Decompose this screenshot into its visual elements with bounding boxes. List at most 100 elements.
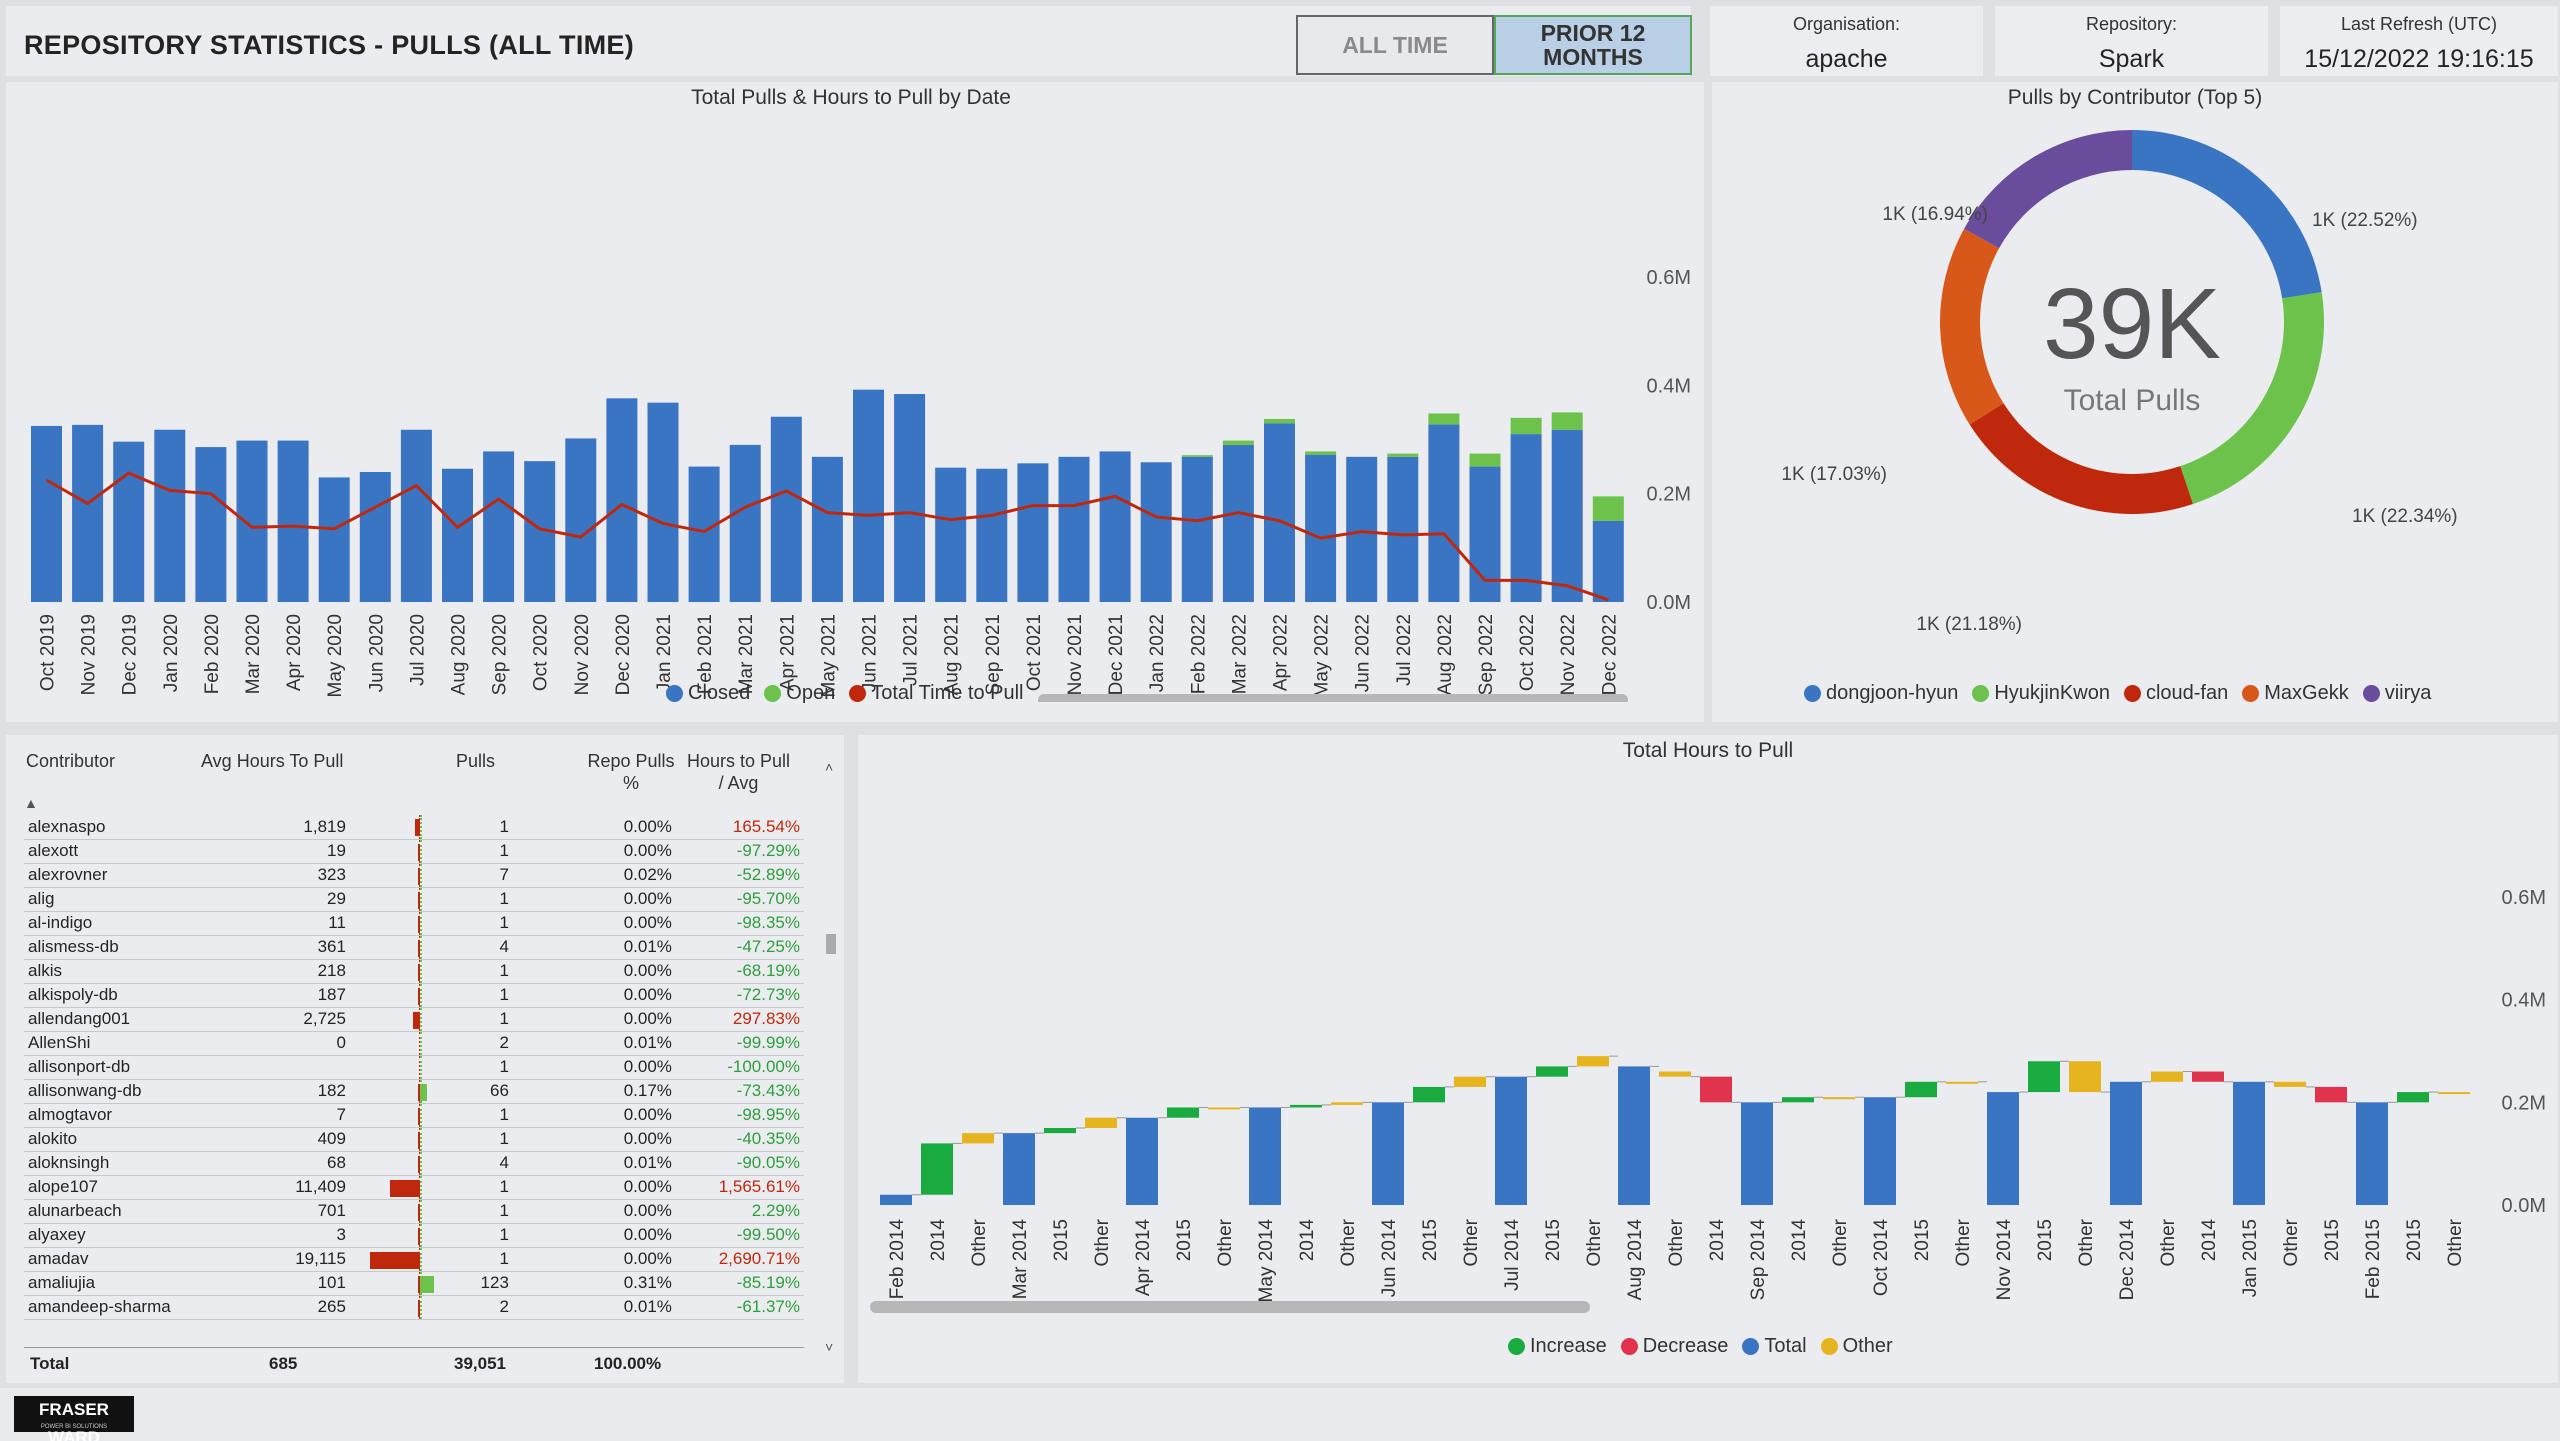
cell-vs-avg: -73.43% bbox=[675, 1079, 804, 1104]
table-row[interactable]: alexrovner 323 7 0.02% -52.89% bbox=[24, 863, 804, 888]
cell-avg-bar bbox=[349, 1151, 421, 1176]
table-row[interactable]: alunarbeach 701 1 0.00% 2.29% bbox=[24, 1199, 804, 1224]
table-row[interactable]: aloknsingh 68 4 0.01% -90.05% bbox=[24, 1151, 804, 1176]
horizontal-scrollbar bbox=[1038, 694, 1628, 702]
cell-pulls-bar bbox=[419, 1031, 455, 1056]
cell-avg-bar bbox=[349, 863, 421, 888]
closed-bar bbox=[647, 402, 679, 602]
col-contributor[interactable]: Contributor bbox=[26, 751, 116, 771]
legend-decrease[interactable]: Decrease bbox=[1620, 1335, 1729, 1358]
cell-avg-bar bbox=[349, 1199, 421, 1224]
table-row[interactable]: alexott 19 1 0.00% -97.29% bbox=[24, 839, 804, 864]
legend-time[interactable]: Total Time to Pull bbox=[849, 682, 1024, 705]
table-row[interactable]: alig 29 1 0.00% -95.70% bbox=[24, 887, 804, 912]
cell-avg-value: 19,115 bbox=[295, 1249, 346, 1268]
cell-repo-pct: 0.31% bbox=[512, 1271, 676, 1296]
legend-cloud-fan[interactable]: cloud-fan bbox=[2123, 682, 2228, 705]
x-tick-label: Mar 2021 bbox=[736, 614, 757, 694]
table-row[interactable]: amandeep-sharma 265 2 0.01% -61.37% bbox=[24, 1295, 804, 1320]
table-row[interactable]: al-indigo 11 1 0.00% -98.35% bbox=[24, 911, 804, 936]
cell-vs-avg: -99.50% bbox=[675, 1223, 804, 1248]
table-row[interactable]: alyaxey 3 1 0.00% -99.50% bbox=[24, 1223, 804, 1248]
legend-total[interactable]: Total bbox=[1742, 1335, 1807, 1358]
waterfall-bar bbox=[1987, 1092, 2019, 1205]
cell-repo-pct: 0.00% bbox=[512, 839, 676, 864]
cell-vs-avg: 1,565.61% bbox=[675, 1175, 804, 1200]
y-tick-label: 0.0M bbox=[2502, 1195, 2546, 1217]
x-tick-label: Dec 2021 bbox=[1106, 614, 1127, 695]
waterfall-bar bbox=[2110, 1081, 2142, 1205]
cell-avg-value: 323 bbox=[317, 865, 346, 884]
open-bar bbox=[1181, 455, 1213, 457]
table-row[interactable]: alope107 11,409 1 0.00% 1,565.61% bbox=[24, 1175, 804, 1200]
table-row[interactable]: alokito 409 1 0.00% -40.35% bbox=[24, 1127, 804, 1152]
closed-bar bbox=[976, 468, 1008, 602]
cell-avg-bar bbox=[349, 1247, 421, 1272]
table-row[interactable]: alkis 218 1 0.00% -68.19% bbox=[24, 959, 804, 984]
cell-avg-bar bbox=[349, 1175, 421, 1200]
scroll-down-icon[interactable]: ˅ bbox=[825, 1339, 834, 1355]
table-row[interactable]: allendang001 2,725 1 0.00% 297.83% bbox=[24, 1007, 804, 1032]
table-row[interactable]: alismess-db 361 4 0.01% -47.25% bbox=[24, 935, 804, 960]
table-row[interactable]: allisonport-db 1 0.00% -100.00% bbox=[24, 1055, 804, 1080]
refresh-label: Last Refresh (UTC) bbox=[2340, 14, 2498, 34]
cell-repo-pct: 0.01% bbox=[512, 1151, 676, 1176]
x-tick-label: 2015 bbox=[2404, 1219, 2425, 1261]
legend-hyukjinkwon[interactable]: HyukjinKwon bbox=[1972, 682, 2110, 705]
table-row[interactable]: alkispoly-db 187 1 0.00% -72.73% bbox=[24, 983, 804, 1008]
cell-vs-avg: -61.37% bbox=[675, 1295, 804, 1320]
cell-contributor: alexnaspo bbox=[24, 815, 222, 840]
waterfall-bar bbox=[1823, 1097, 1855, 1100]
table-row[interactable]: alexnaspo 1,819 1 0.00% 165.54% bbox=[24, 815, 804, 840]
x-tick-label: Nov 2019 bbox=[79, 614, 100, 695]
cell-pulls-bar bbox=[419, 1199, 455, 1224]
table-row[interactable]: amadav 19,115 1 0.00% 2,690.71% bbox=[24, 1247, 804, 1272]
x-tick-label: Oct 2022 bbox=[1517, 614, 1538, 691]
table-row[interactable]: almogtavor 7 1 0.00% -98.95% bbox=[24, 1103, 804, 1128]
scroll-up-icon[interactable]: ˄ bbox=[825, 759, 834, 775]
contributor-donut-panel: Pulls by Contributor (Top 5) 39K Total P… bbox=[1712, 82, 2558, 722]
legend-closed[interactable]: Closed bbox=[666, 682, 750, 705]
legend-other[interactable]: Other bbox=[1820, 1335, 1893, 1358]
decrease-dot-icon bbox=[1620, 1338, 1638, 1355]
cell-avg: 19 bbox=[221, 839, 350, 864]
cell-vs-avg: -100.00% bbox=[675, 1055, 804, 1080]
cell-avg-value: 1,819 bbox=[303, 816, 346, 836]
table-row[interactable]: amaliujia 101 123 0.31% -85.19% bbox=[24, 1271, 804, 1296]
waterfall-bar bbox=[2438, 1092, 2470, 1095]
cell-avg: 323 bbox=[221, 863, 350, 888]
donut-slice bbox=[2180, 292, 2324, 505]
cell-pulls-bar bbox=[419, 815, 455, 840]
open-bar bbox=[1469, 453, 1501, 467]
cell-avg-value: 101 bbox=[317, 1273, 346, 1292]
footer-bar bbox=[0, 1388, 2560, 1441]
table-row[interactable]: AllenShi 0 2 0.01% -99.99% bbox=[24, 1031, 804, 1056]
waterfall-legend: Increase Decrease Total Other bbox=[1508, 1335, 1893, 1358]
col-avg-hours[interactable]: Avg Hours To Pull bbox=[201, 751, 344, 771]
x-tick-label: May 2022 bbox=[1312, 614, 1333, 697]
cell-pulls-bar bbox=[419, 1127, 455, 1152]
x-tick-label: Jun 2014 bbox=[1379, 1219, 1400, 1298]
table-scrollbar[interactable]: ˄ ˅ bbox=[824, 759, 838, 1355]
legend-open[interactable]: Open bbox=[764, 682, 835, 705]
cell-repo-pct: 0.00% bbox=[512, 959, 676, 984]
col-repo-pct[interactable]: Repo Pulls % bbox=[587, 751, 675, 793]
legend-dongjoon-hyun[interactable]: dongjoon-hyun bbox=[1804, 682, 1958, 705]
legend-viirya[interactable]: viirya bbox=[2362, 682, 2431, 705]
table-row[interactable]: allisonwang-db 182 66 0.17% -73.43% bbox=[24, 1079, 804, 1104]
legend-open-label: Open bbox=[786, 682, 836, 704]
legend-label: Decrease bbox=[1642, 1335, 1729, 1357]
x-tick-label: 2015 bbox=[1543, 1219, 1564, 1261]
scroll-thumb[interactable] bbox=[826, 934, 836, 954]
prior-12-months-button[interactable]: PRIOR 12 MONTHS bbox=[1494, 15, 1692, 75]
repository-value: Spark bbox=[2098, 45, 2165, 73]
sort-ascending-icon[interactable]: ▲ bbox=[24, 795, 38, 811]
col-hours-vs-avg[interactable]: Hours to Pull / Avg bbox=[686, 751, 791, 793]
legend-maxgekk[interactable]: MaxGekk bbox=[2242, 682, 2349, 705]
cell-pulls: 7 bbox=[454, 863, 513, 888]
col-pulls[interactable]: Pulls bbox=[456, 751, 496, 771]
cell-pulls-bar bbox=[419, 1055, 455, 1080]
cell-avg-bar bbox=[349, 839, 421, 864]
legend-increase[interactable]: Increase bbox=[1508, 1335, 1607, 1358]
all-time-button[interactable]: ALL TIME bbox=[1296, 15, 1494, 75]
